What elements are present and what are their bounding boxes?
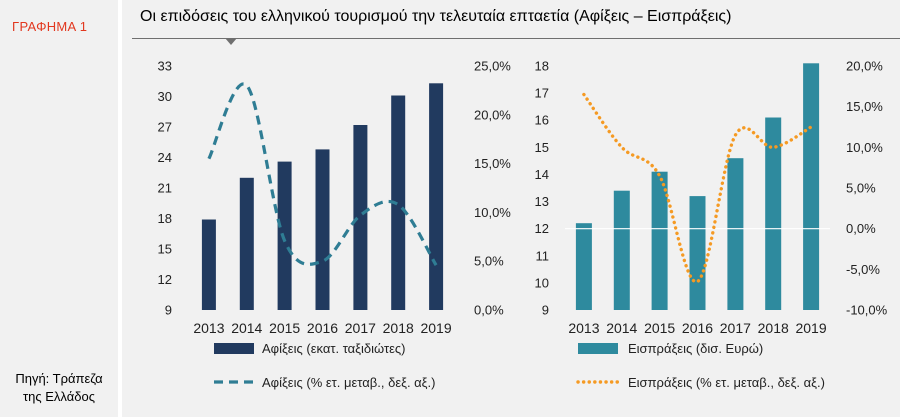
arrivals-right-tick-label: 20,0% <box>474 107 511 122</box>
receipts-category-label: 2016 <box>682 320 713 336</box>
receipts-change-line <box>582 92 813 284</box>
receipts-bar <box>613 190 630 310</box>
source-line-1: Πηγή: Τράπεζα <box>15 371 103 386</box>
arrivals-bar <box>353 125 368 310</box>
receipts-category-label: 2019 <box>795 320 826 336</box>
receipts-legend-bar-label: Εισπράξεις (δισ. Ευρώ) <box>628 341 763 356</box>
arrivals-left-tick-label: 27 <box>158 120 172 135</box>
receipts-bar <box>765 117 782 310</box>
arrivals-legend-bar-label: Αφίξεις (εκατ. ταξιδιώτες) <box>262 341 406 356</box>
receipts-bar <box>689 196 706 310</box>
receipts-bar <box>651 171 668 310</box>
arrivals-bar <box>391 95 406 310</box>
source-note: Πηγή: Τράπεζα της Ελλάδος <box>0 370 118 406</box>
receipts-right-tick-label: 0,0% <box>846 221 876 236</box>
receipts-left-tick-label: 15 <box>535 140 549 155</box>
chart-title: Οι επιδόσεις του ελληνικού τουρισμού την… <box>140 8 732 25</box>
arrivals-left-tick-label: 9 <box>165 303 172 318</box>
receipts-bar <box>803 63 820 310</box>
receipts-right-tick-label: -10,0% <box>846 303 888 318</box>
receipts-right-tick-label: 10,0% <box>846 140 883 155</box>
arrivals-category-label: 2014 <box>231 320 262 336</box>
receipts-right-tick-label: 5,0% <box>846 181 876 196</box>
sidebar: ΓΡΑΦΗΜΑ 1 Πηγή: Τράπεζα της Ελλάδος <box>0 0 118 417</box>
arrivals-change-line <box>207 82 438 266</box>
arrivals-left-tick-label: 21 <box>158 181 172 196</box>
arrivals-right-tick-label: 15,0% <box>474 156 511 171</box>
figure-label: ΓΡΑΦΗΜΑ 1 <box>12 19 88 34</box>
arrivals-category-label: 2015 <box>269 320 300 336</box>
receipts-left-tick-label: 17 <box>535 86 549 101</box>
receipts-left-tick-label: 13 <box>535 194 549 209</box>
arrivals-right-tick-label: 5,0% <box>474 254 504 269</box>
arrivals-right-tick-label: 10,0% <box>474 205 511 220</box>
receipts-category-label: 2018 <box>758 320 789 336</box>
receipts-bar <box>727 158 744 310</box>
receipts-left-tick-label: 11 <box>536 248 550 263</box>
receipts-left-tick-label: 18 <box>535 59 549 74</box>
receipts-category-label: 2015 <box>644 320 675 336</box>
arrivals-left-tick-label: 24 <box>158 150 172 165</box>
arrivals-category-label: 2013 <box>193 320 224 336</box>
arrivals-bar <box>239 177 254 310</box>
arrivals-left-tick-label: 12 <box>158 272 172 287</box>
arrivals-bar <box>201 219 216 310</box>
arrivals-right-tick-label: 0,0% <box>474 303 504 318</box>
arrivals-legend-bar-swatch <box>214 343 254 354</box>
arrivals-category-label: 2019 <box>420 320 451 336</box>
arrivals-category-label: 2017 <box>345 320 376 336</box>
arrivals-left-tick-label: 15 <box>158 242 172 257</box>
source-line-2: της Ελλάδος <box>23 389 95 404</box>
arrivals-left-tick-label: 30 <box>158 89 172 104</box>
arrivals-category-label: 2016 <box>307 320 338 336</box>
receipts-left-tick-label: 10 <box>535 275 549 290</box>
receipts-left-tick-label: 16 <box>535 113 549 128</box>
receipts-right-tick-label: -5,0% <box>846 262 880 277</box>
receipts-bar <box>575 223 592 310</box>
receipts-category-label: 2014 <box>606 320 637 336</box>
arrivals-left-tick-label: 33 <box>158 59 172 74</box>
title-pointer <box>225 38 237 45</box>
arrivals-left-tick-label: 18 <box>158 211 172 226</box>
receipts-left-tick-label: 14 <box>535 167 549 182</box>
title-divider <box>132 38 900 39</box>
receipts-legend-bar-swatch <box>578 343 618 354</box>
arrivals-bar <box>315 149 330 310</box>
arrivals-right-tick-label: 25,0% <box>474 59 511 74</box>
receipts-legend-line-label: Εισπράξεις (% ετ. μεταβ., δεξ. αξ.) <box>628 375 825 390</box>
receipts-left-tick-label: 9 <box>542 303 549 318</box>
arrivals-bar <box>429 83 444 310</box>
receipts-right-tick-label: 15,0% <box>846 99 883 114</box>
receipts-category-label: 2013 <box>568 320 599 336</box>
arrivals-bar <box>277 161 292 310</box>
arrivals-category-label: 2018 <box>383 320 414 336</box>
receipts-right-tick-label: 20,0% <box>846 59 883 74</box>
receipts-category-label: 2017 <box>720 320 751 336</box>
receipts-left-tick-label: 12 <box>535 221 549 236</box>
arrivals-legend-line-label: Αφίξεις (% ετ. μεταβ., δεξ. αξ.) <box>262 375 435 390</box>
